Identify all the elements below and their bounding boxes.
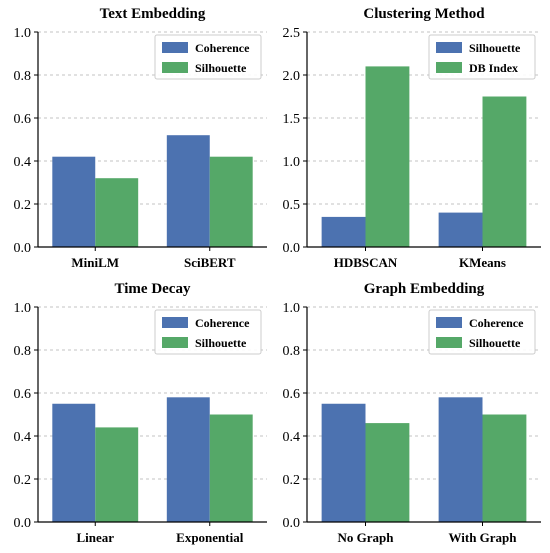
legend-swatch: [436, 62, 462, 73]
y-tick-label: 1.5: [283, 112, 301, 127]
bar-coherence-with-graph: [438, 397, 483, 522]
x-tick-label: HDBSCAN: [334, 255, 398, 270]
y-tick-label: 0.0: [14, 516, 32, 531]
legend: Silhouette DB Index: [428, 34, 536, 80]
y-tick-label: 0.4: [283, 430, 301, 445]
bar-coherence-scibert: [166, 135, 210, 247]
bar-coherence-no-graph: [321, 403, 366, 522]
bar-silhouette-hdbscan: [321, 216, 366, 247]
y-tick-label: 2.0: [283, 69, 301, 84]
y-tick-label: 0.5: [283, 198, 301, 213]
x-tick-label: Linear: [76, 530, 114, 545]
x-tick-label: MiniLM: [71, 255, 119, 270]
x-tick-label: KMeans: [459, 255, 506, 270]
legend-label: Silhouette: [469, 336, 521, 350]
legend-label: Coherence: [469, 316, 524, 330]
x-tick-label: SciBERT: [184, 255, 236, 270]
legend-label: Silhouette: [469, 41, 521, 55]
chart-title: Clustering Method: [363, 6, 485, 22]
legend: Coherence Silhouette: [428, 309, 536, 355]
y-tick-label: 0.2: [14, 473, 32, 488]
y-tick-label: 1.0: [14, 301, 32, 316]
chart-panel-3: 0.0 0.2 0.4 0.6 0.8 1.0 Linear Exponential Time …: [14, 281, 267, 545]
bar-silhouette-no-graph: [365, 423, 410, 522]
legend-label: Silhouette: [195, 336, 247, 350]
legend: Coherence Silhouette: [154, 34, 262, 80]
y-tick-label: 0.8: [283, 344, 301, 359]
x-tick-label: No Graph: [338, 530, 395, 545]
y-tick-label: 0.0: [283, 241, 301, 256]
bar-silhouette-with-graph: [482, 414, 527, 522]
legend-label: Coherence: [195, 41, 250, 55]
chart-panel-4: 0.0 0.2 0.4 0.6 0.8 1.0 No Graph With Graph Grap…: [283, 281, 541, 545]
y-tick-label: 0.2: [283, 473, 301, 488]
legend-swatch: [162, 62, 188, 73]
y-tick-label: 0.8: [14, 344, 32, 359]
legend-swatch: [436, 317, 462, 328]
legend-label: DB Index: [469, 61, 518, 75]
y-tick-label: 0.6: [283, 387, 301, 402]
legend: Coherence Silhouette: [154, 309, 262, 355]
legend-label: Silhouette: [195, 61, 247, 75]
chart-title: Text Embedding: [100, 6, 206, 22]
bar-db-index-hdbscan: [365, 66, 410, 248]
y-tick-label: 2.5: [283, 26, 301, 41]
bar-coherence-linear: [52, 403, 96, 522]
chart-title: Time Decay: [115, 281, 191, 297]
y-tick-label: 0.8: [14, 69, 32, 84]
bar-db-index-kmeans: [482, 96, 527, 247]
y-tick-label: 0.6: [14, 387, 32, 402]
bar-silhouette-minilm: [95, 178, 139, 247]
legend-swatch: [436, 42, 462, 53]
y-tick-label: 1.0: [283, 301, 301, 316]
bar-silhouette-exponential: [209, 414, 253, 522]
y-tick-label: 1.0: [14, 26, 32, 41]
chart-panel-2: 0.0 0.5 1.0 1.5 2.0 2.5 HDBSCAN KMeans Clusterin…: [283, 6, 541, 270]
y-tick-label: 0.2: [14, 198, 32, 213]
bar-silhouette-scibert: [209, 156, 253, 247]
x-tick-label: With Graph: [448, 530, 517, 545]
y-tick-label: 0.4: [14, 430, 32, 445]
legend-swatch: [436, 337, 462, 348]
legend-label: Coherence: [195, 316, 250, 330]
y-tick-label: 0.6: [14, 112, 32, 127]
chart-panel-1: 0.0 0.2 0.4 0.6 0.8 1.0 MiniLM SciBERT Text Embe…: [14, 6, 267, 270]
bar-coherence-exponential: [166, 397, 210, 522]
x-tick-label: Exponential: [176, 530, 244, 545]
chart-title: Graph Embedding: [364, 281, 485, 297]
legend-swatch: [162, 317, 188, 328]
legend-swatch: [162, 42, 188, 53]
y-tick-label: 0.4: [14, 155, 32, 170]
y-tick-label: 0.0: [283, 516, 301, 531]
y-tick-label: 1.0: [283, 155, 301, 170]
y-tick-label: 0.0: [14, 241, 32, 256]
bar-coherence-minilm: [52, 156, 96, 247]
bar-silhouette-kmeans: [438, 212, 483, 247]
bar-silhouette-linear: [95, 427, 139, 522]
legend-swatch: [162, 337, 188, 348]
